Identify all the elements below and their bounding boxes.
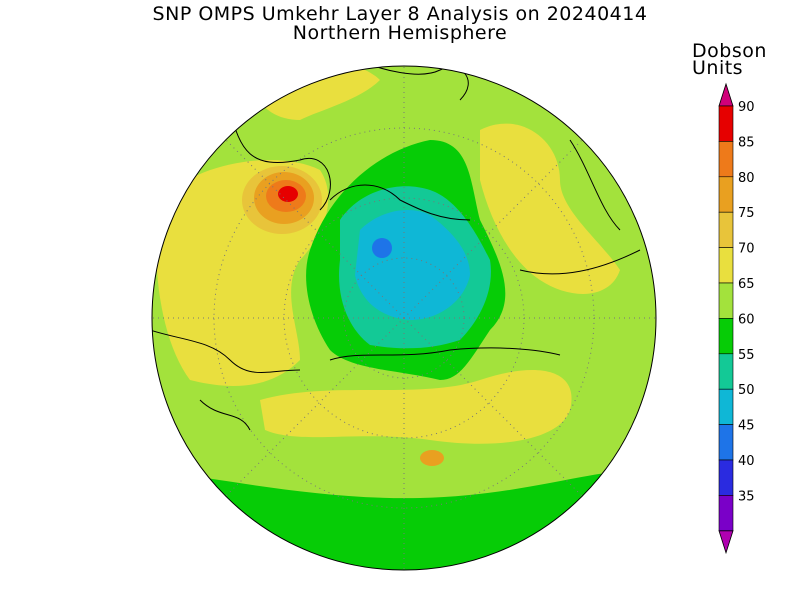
- colorbar-label-85: 85: [738, 135, 755, 150]
- colorbar-units-line1: Dobson: [692, 40, 767, 62]
- colorbar-bottom-cap: [718, 530, 734, 555]
- colorbar-label-55: 55: [738, 348, 755, 363]
- colorbar-label-90: 90: [738, 100, 755, 115]
- colorbar-label-50: 50: [738, 383, 755, 398]
- longitude-lines: [152, 66, 656, 570]
- colorbar-swatches: [718, 82, 734, 555]
- colorbar-swatch-80: [718, 176, 734, 213]
- colorbar-swatch-65: [718, 282, 734, 319]
- yellow-region-south: [260, 370, 572, 444]
- colorbar-label-35: 35: [738, 489, 755, 504]
- ozone-field: [152, 66, 656, 570]
- colorbar-swatch-70: [718, 247, 734, 284]
- colorbar-swatch-50: [718, 388, 734, 425]
- cyan-polar-core: [355, 210, 470, 320]
- hotspot-core-90: [278, 186, 298, 202]
- map-subtitle: Northern Hemisphere: [292, 22, 508, 44]
- orange-blob-south: [420, 450, 444, 466]
- colorbar-label-60: 60: [738, 312, 755, 327]
- colorbar-swatch-60: [718, 318, 734, 355]
- colorbar-swatch-85: [718, 141, 734, 178]
- colorbar-top-cap: [718, 82, 734, 107]
- colorbar-swatch-45: [718, 424, 734, 461]
- yellow-region-east: [480, 123, 620, 294]
- map-disk-outline: [151, 65, 657, 571]
- colorbar-swatch-40: [718, 459, 734, 496]
- map-title: SNP OMPS Umkehr Layer 8 Analysis on 2024…: [152, 3, 648, 25]
- colorbar-label-45: 45: [738, 419, 755, 434]
- colorbar-swatch-35: [718, 495, 734, 532]
- colorbar-labels: 90 85 80 75 70 65 60 55 50 45 40 35: [738, 100, 755, 504]
- colorbar-label-70: 70: [738, 242, 755, 257]
- colorbar-label-80: 80: [738, 171, 755, 186]
- colorbar-units-line2: Units: [692, 57, 743, 79]
- colorbar-label-40: 40: [738, 454, 755, 469]
- colorbar-swatch-55: [718, 353, 734, 390]
- colorbar-swatch-75: [718, 211, 734, 248]
- colorbar: Dobson Units 90 85 80 75 70 65 60 55 50 45 40 35: [692, 40, 767, 555]
- coastlines: [152, 66, 641, 431]
- blue-polar-min: [372, 238, 392, 258]
- colorbar-swatch-90: [718, 105, 734, 142]
- colorbar-label-65: 65: [738, 277, 755, 292]
- colorbar-label-75: 75: [738, 206, 755, 221]
